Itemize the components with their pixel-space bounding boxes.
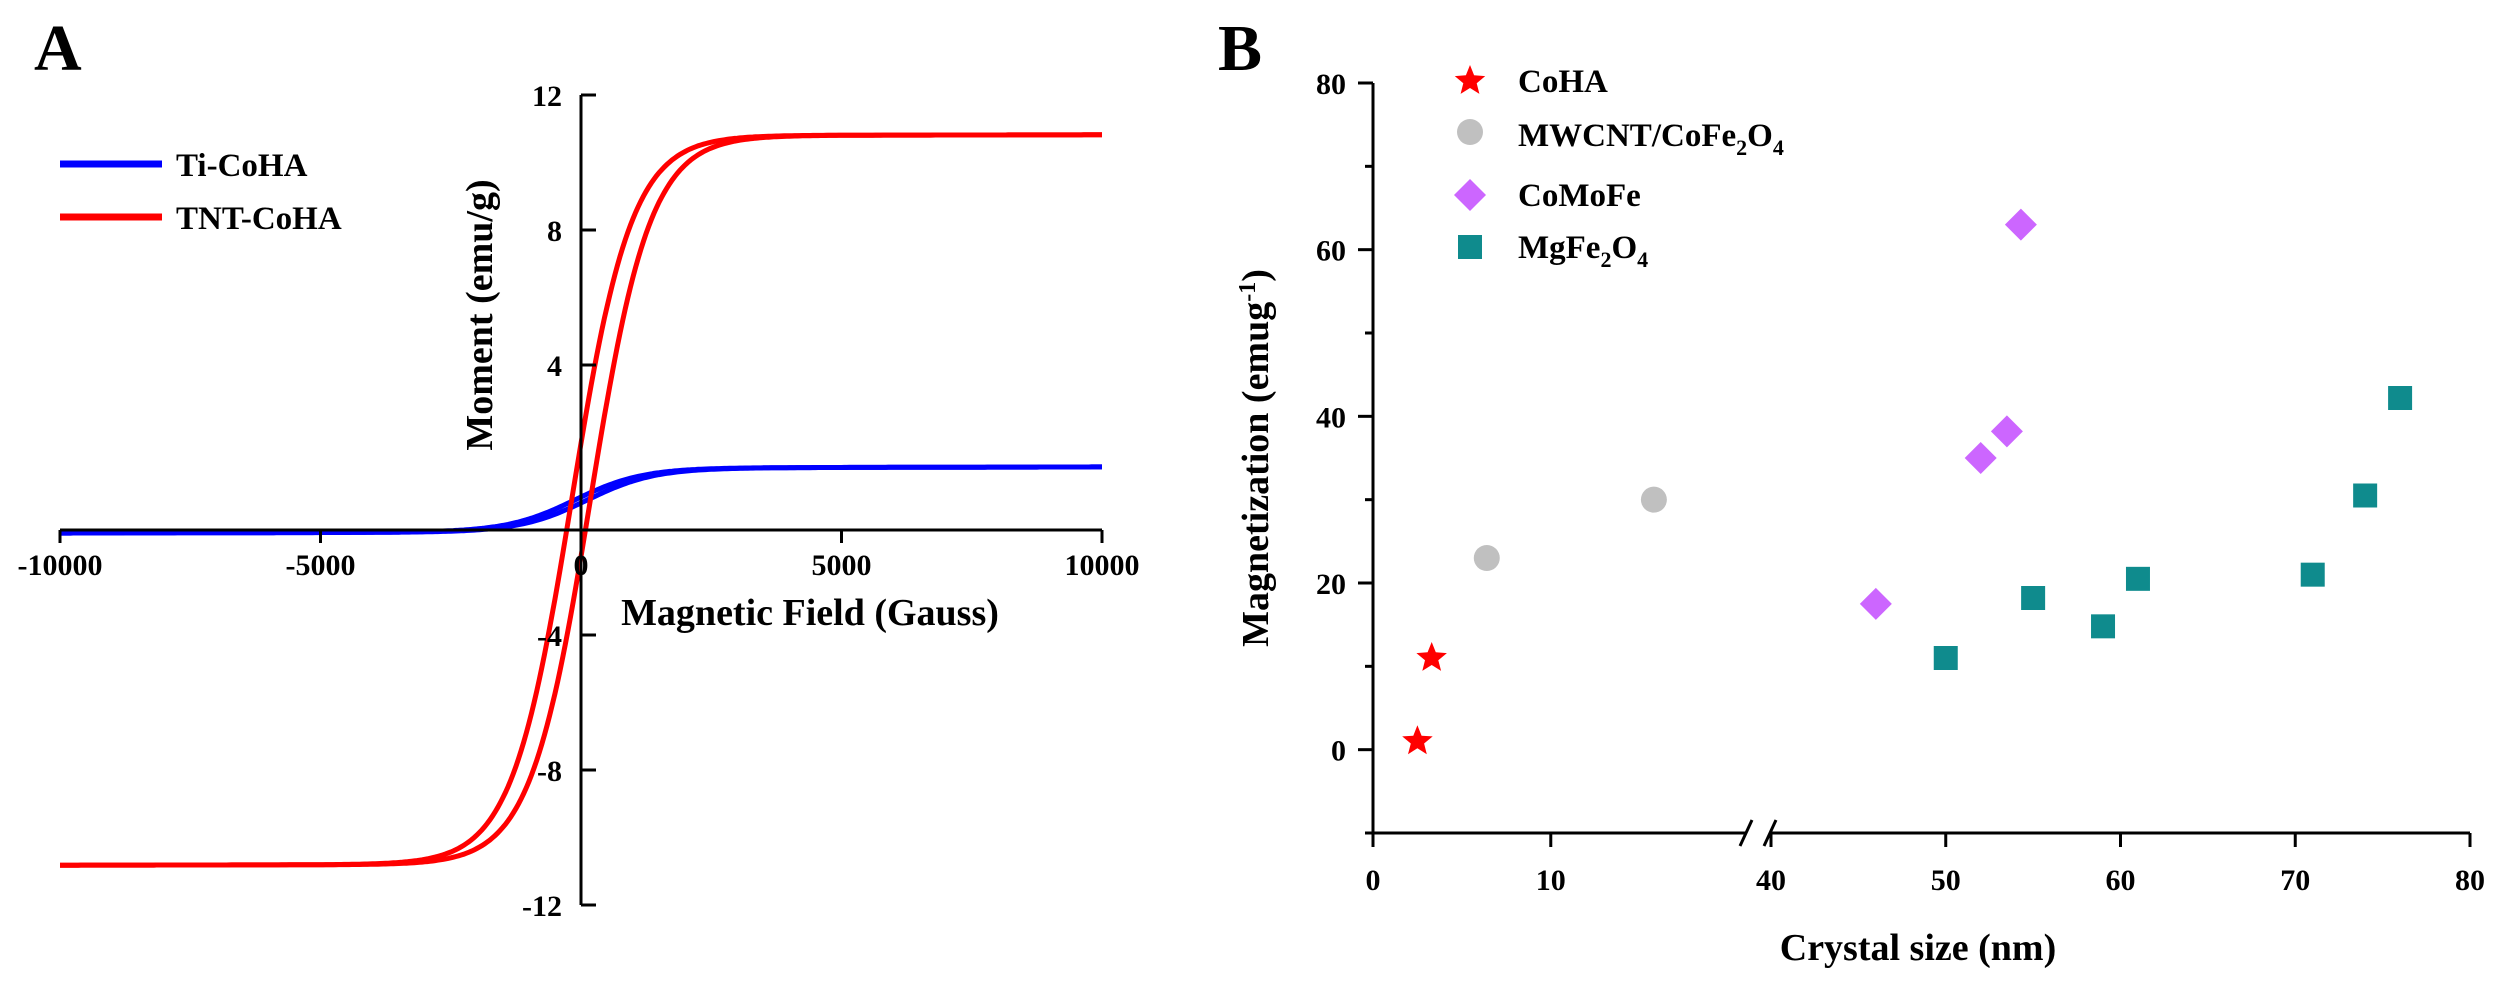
mgfe2o4-point xyxy=(1933,646,1958,670)
y-tick-label: 80 xyxy=(1316,68,1346,101)
comofe-point xyxy=(1964,442,1997,474)
comofe-point xyxy=(2004,208,2037,241)
x-tick-label: -5000 xyxy=(286,549,356,582)
mgfe2o4-point xyxy=(2091,614,2116,639)
y-title-main: Magnetization (emug xyxy=(1235,302,1277,647)
panel-b-legend-icons xyxy=(1454,65,1486,259)
panel-b-x-axis-title: Crystal size (nm) xyxy=(1780,927,2056,969)
x-tick-label: 60 xyxy=(2106,864,2136,897)
y-tick-label: 0 xyxy=(1331,735,1346,768)
x-tick-label: 50 xyxy=(1931,864,1961,897)
y-tick-label: 20 xyxy=(1316,568,1346,601)
legend-label-mgfe2o4: MgFe2O4 xyxy=(1518,230,1648,272)
x-tick-label: -10000 xyxy=(18,549,103,582)
panel-b-x-ticks: 0 10 40 50 60 70 80 xyxy=(1366,833,2485,897)
panel-a-y-axis-title: Moment (emu/g) xyxy=(459,179,501,450)
panel-b: B 0 10 40 50 60 70 80 0 20 40 60 80 Crystal size (… xyxy=(1218,12,2485,969)
coha-point xyxy=(1402,725,1433,755)
x-tick-label: 10 xyxy=(1536,864,1566,897)
panel-b-legend: CoHA MWCNT/CoFe2O4 CoMoFe MgFe2O4 xyxy=(1454,64,1784,272)
y-tick-label: 8 xyxy=(547,215,562,248)
x-tick-label: 40 xyxy=(1756,864,1786,897)
y-tick-label: 40 xyxy=(1316,401,1346,434)
y-tick-label: -4 xyxy=(537,620,562,653)
panel-a-x-ticks: -10000 -5000 0 5000 10000 xyxy=(18,530,1140,582)
panel-b-y-ticks: 0 20 40 60 80 xyxy=(1316,68,1373,835)
panel-a-legend: Ti-CoHA TNT-CoHA xyxy=(60,148,342,237)
mgfe2o4-point xyxy=(2300,562,2325,587)
comofe-point xyxy=(1990,415,2023,448)
panel-a-letter: A xyxy=(34,12,82,85)
legend-marker-mgfe2o4 xyxy=(1458,235,1482,259)
legend-marker-mwcnt-cofe2o4 xyxy=(1457,119,1483,145)
y-tick-label: 12 xyxy=(532,80,562,113)
panel-b-y-axis-title: Magnetization (emug-1) xyxy=(1235,269,1277,647)
mgfe2o4-point xyxy=(2388,386,2413,410)
y-title-superscript: -1 xyxy=(1235,282,1261,302)
x-tick-label: 10000 xyxy=(1065,549,1140,582)
y-tick-label: -8 xyxy=(537,755,562,788)
y-tick-label: -12 xyxy=(522,890,562,923)
legend-label-coha: CoHA xyxy=(1518,64,1608,100)
x-tick-label: 80 xyxy=(2455,864,2485,897)
mgfe2o4-point xyxy=(2021,586,2046,610)
x-tick-label: 0 xyxy=(1366,864,1381,897)
panel-a-y-ticks: -12 -8 -4 4 8 12 xyxy=(522,80,596,923)
legend-marker-coha xyxy=(1454,65,1486,94)
mgfe2o4-point xyxy=(2125,566,2150,591)
coha-point xyxy=(1416,642,1447,671)
mgfe2o4-point xyxy=(2353,483,2378,508)
comofe-point xyxy=(1859,587,1892,620)
panel-b-data-points xyxy=(1402,208,2413,755)
y-tick-label: 60 xyxy=(1316,235,1346,268)
x-tick-label: 70 xyxy=(2280,864,2310,897)
x-tick-label: 0 xyxy=(574,549,589,582)
panel-a: A -10000 -5000 0 5000 10000 -12 -8 -4 4 8 12 Magn… xyxy=(18,12,1140,923)
axis-break-mark-left xyxy=(1738,819,1754,847)
y-title-close: ) xyxy=(1235,269,1277,282)
panel-b-letter: B xyxy=(1218,12,1262,85)
legend-label-ti-coha: Ti-CoHA xyxy=(176,148,308,184)
legend-label-comofe: CoMoFe xyxy=(1518,178,1641,214)
mwcnt-cofe2o4-point xyxy=(1473,545,1500,571)
legend-label-tnt-coha: TNT-CoHA xyxy=(176,201,342,237)
panel-a-x-axis-title: Magnetic Field (Gauss) xyxy=(621,592,999,634)
mwcnt-cofe2o4-point xyxy=(1640,486,1667,513)
legend-marker-comofe xyxy=(1454,179,1486,211)
legend-label-mwcnt-cofe2o4: MWCNT/CoFe2O4 xyxy=(1518,118,1784,160)
y-tick-label: 4 xyxy=(547,350,562,383)
x-tick-label: 5000 xyxy=(812,549,872,582)
